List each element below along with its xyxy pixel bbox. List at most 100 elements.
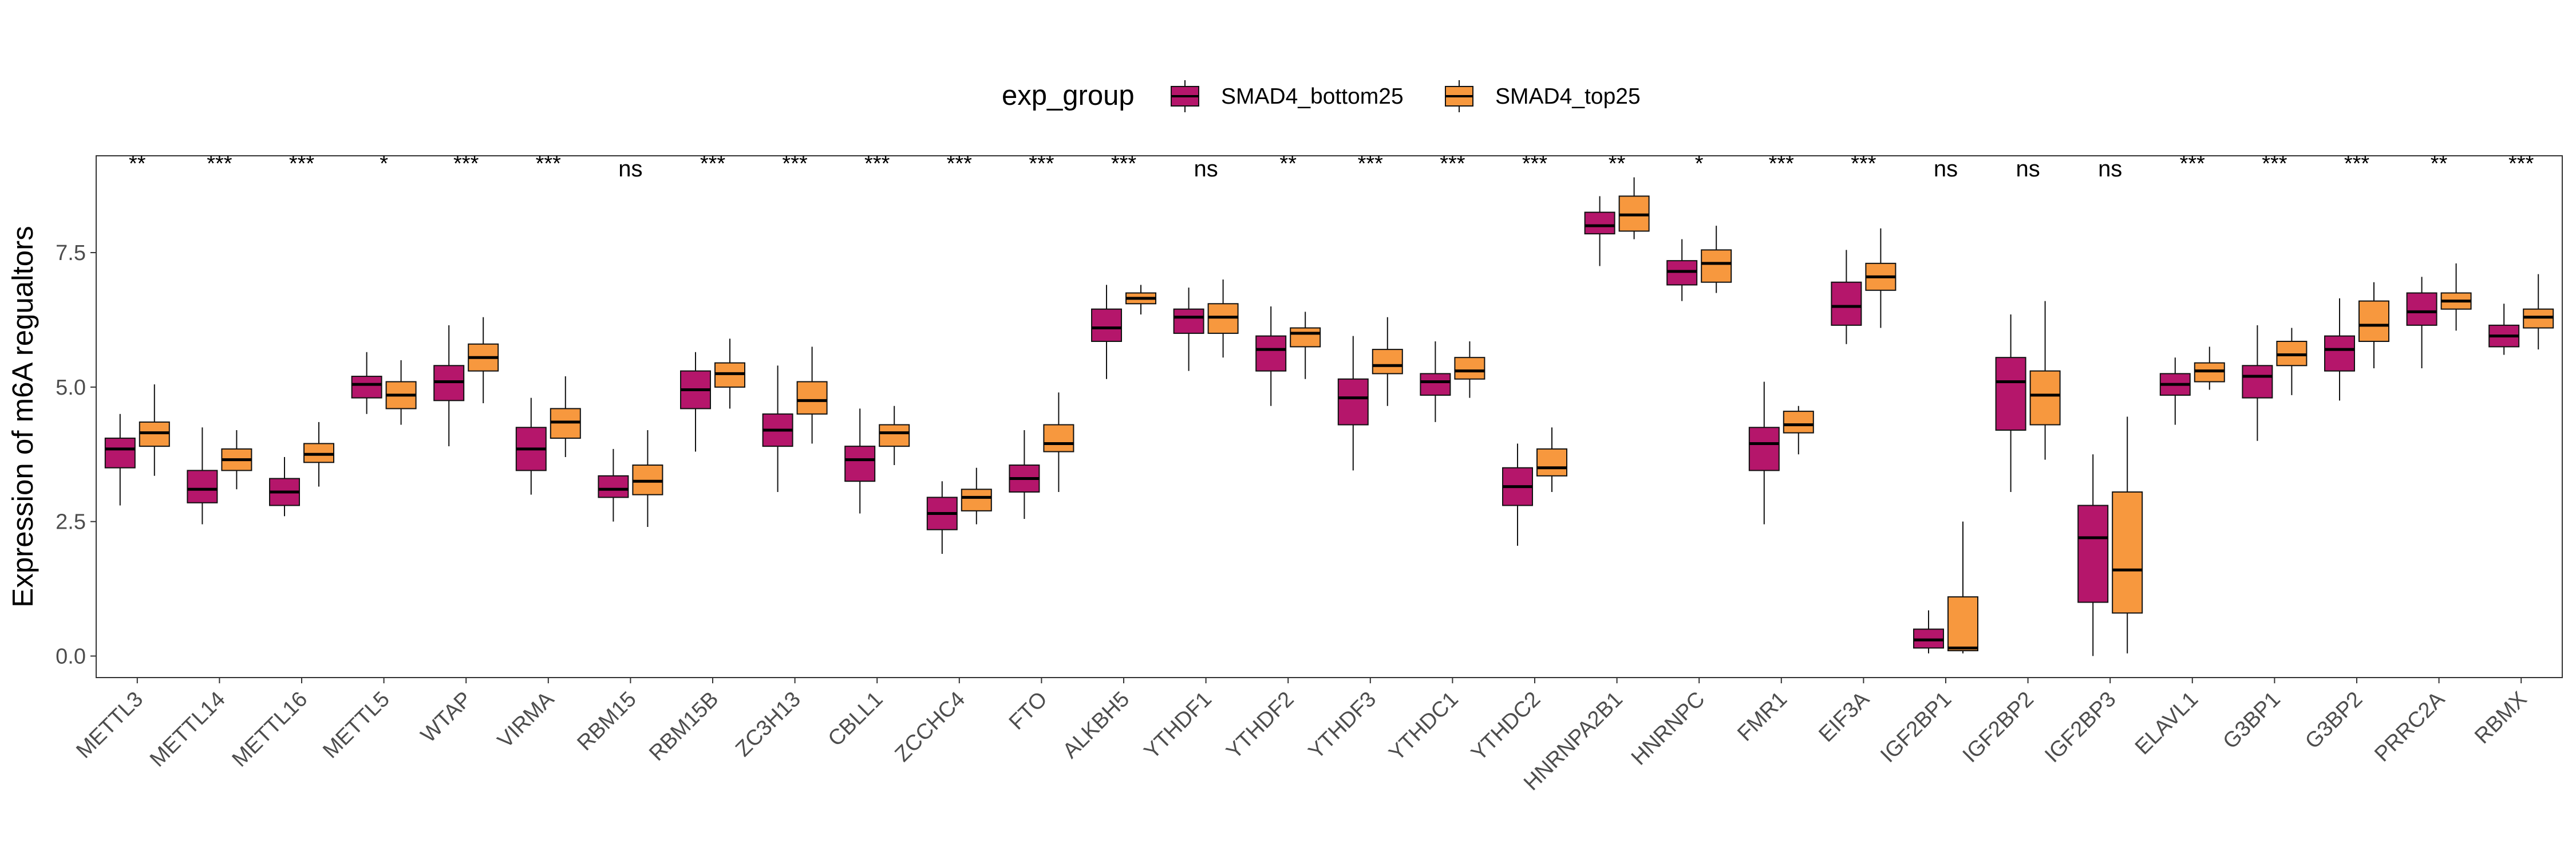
boxplot-SMAD4_top25 [961,467,992,525]
significance-label: *** [1522,152,1548,176]
boxplot-SMAD4_bottom25 [1009,430,1040,519]
x-tick-label: IGF2BP2 [1958,687,2038,767]
y-tick-label: 0.0 [56,644,86,668]
boxplot-SMAD4_top25 [139,384,170,476]
x-tick-label: YTHDF2 [1222,687,1298,764]
boxplot-SMAD4_bottom25 [844,408,876,514]
boxplot-SMAD4_top25 [1865,228,1897,328]
boxplot-SMAD4_bottom25 [1173,288,1204,371]
boxplot-SMAD4_top25 [2112,416,2143,654]
box [1947,596,1978,652]
significance-label: *** [1111,152,1137,176]
significance-label: *** [2344,152,2370,176]
x-tick-label: IGF2BP1 [1876,687,1956,767]
boxplot-SMAD4_bottom25 [680,352,711,452]
boxplot-SMAD4_top25 [796,347,828,444]
x-tick-label: METTL5 [318,687,394,763]
significance-label: *** [453,152,479,176]
significance-label: *** [289,152,315,176]
boxplot-SMAD4_top25 [2029,301,2061,460]
significance-label: ns [618,156,642,182]
significance-label: *** [1851,152,1876,176]
boxplot-SMAD4_bottom25 [1420,341,1451,422]
boxplot-SMAD4_top25 [1783,406,1814,455]
x-tick-label: PRRC2A [2370,687,2449,766]
box [1995,357,2026,431]
box [844,446,876,482]
boxplot-SMAD4_top25 [1701,226,1732,293]
significance-label: ns [2098,156,2122,182]
x-tick-label: METTL14 [145,687,230,772]
x-tick-label: YTHDF3 [1304,687,1381,764]
boxplot-SMAD4_top25 [714,338,745,409]
legend-label: SMAD4_top25 [1495,84,1641,109]
box [2358,300,2389,343]
boxplot-SMAD4_top25 [385,360,417,425]
significance-label: *** [2180,152,2206,176]
x-tick-label: YTHDC2 [1467,687,1545,766]
x-tick-label: ZC3H13 [731,687,805,762]
box [1536,448,1567,477]
significance-label: ** [2431,152,2448,176]
boxplot-SMAD4_bottom25 [1584,196,1615,266]
x-tick-label: METTL3 [72,687,148,763]
boxplot-SMAD4_bottom25 [1831,250,1862,344]
boxplot-SMAD4_top25 [2440,263,2472,331]
box [1783,411,1814,434]
boxplot-SMAD4_top25 [1618,177,1650,239]
x-tick-label: EIF3A [1814,687,1874,747]
boxplot-SMAD4_bottom25 [2488,304,2520,355]
significance-label: ** [1279,152,1297,176]
box [1043,424,1074,452]
x-tick-label: G3BP1 [2218,687,2285,754]
boxplot-SMAD4_bottom25 [1502,443,1533,546]
boxplot-SMAD4_top25 [2358,282,2389,368]
boxplot-SMAD4_bottom25 [2159,357,2191,425]
legend-label: SMAD4_bottom25 [1221,84,1404,109]
boxplot-SMAD4_bottom25 [515,397,547,495]
x-tick-label: HNRNPC [1627,687,1710,770]
significance-label: *** [1358,152,1384,176]
boxplot-SMAD4_bottom25 [598,448,629,522]
box [104,438,136,469]
x-tick-label: ZCCHC4 [890,687,970,767]
box [1420,373,1451,396]
box [1290,327,1321,348]
box [2324,335,2355,372]
box [879,424,910,447]
y-tick-label: 2.5 [56,510,86,534]
boxplot-SMAD4_bottom25 [2242,325,2273,441]
boxplot-SMAD4_top25 [1536,427,1567,492]
x-tick-label: CBLL1 [824,687,888,751]
box [1091,308,1122,343]
x-tick-label: METTL16 [228,687,313,772]
significance-label: ns [1934,156,1958,182]
significance-label: *** [947,152,973,176]
legend-items: SMAD4_bottom25 SMAD4_top25 [1171,80,1641,112]
box [1454,357,1485,380]
plot-area: 0.02.55.07.5METTL3**METTL14***METTL16***… [56,152,2563,796]
significance-label: *** [864,152,890,176]
box [1173,308,1204,334]
x-tick-label: VIRMA [493,687,559,753]
significance-label: *** [536,152,562,176]
boxplot-SMAD4_top25 [632,430,663,528]
boxplot-SMAD4_bottom25 [187,427,218,525]
plot-panel [96,155,2563,678]
legend-item: SMAD4_top25 [1445,80,1641,112]
significance-label: *** [1440,152,1465,176]
boxplot-SMAD4_bottom25 [1666,239,1698,301]
boxplot-SMAD4_top25 [550,376,581,457]
y-tick-label: 7.5 [56,241,86,265]
box [1372,349,1403,375]
boxplot-SMAD4_bottom25 [1091,285,1122,379]
box [2242,365,2273,399]
x-tick-label: RBM15 [572,687,641,755]
box [796,381,828,415]
box [2406,292,2437,326]
boxplot-SMAD4_top25 [1043,392,1074,492]
boxplot-SMAD4_bottom25 [1995,314,2026,492]
boxplot-SMAD4_top25 [303,422,334,487]
